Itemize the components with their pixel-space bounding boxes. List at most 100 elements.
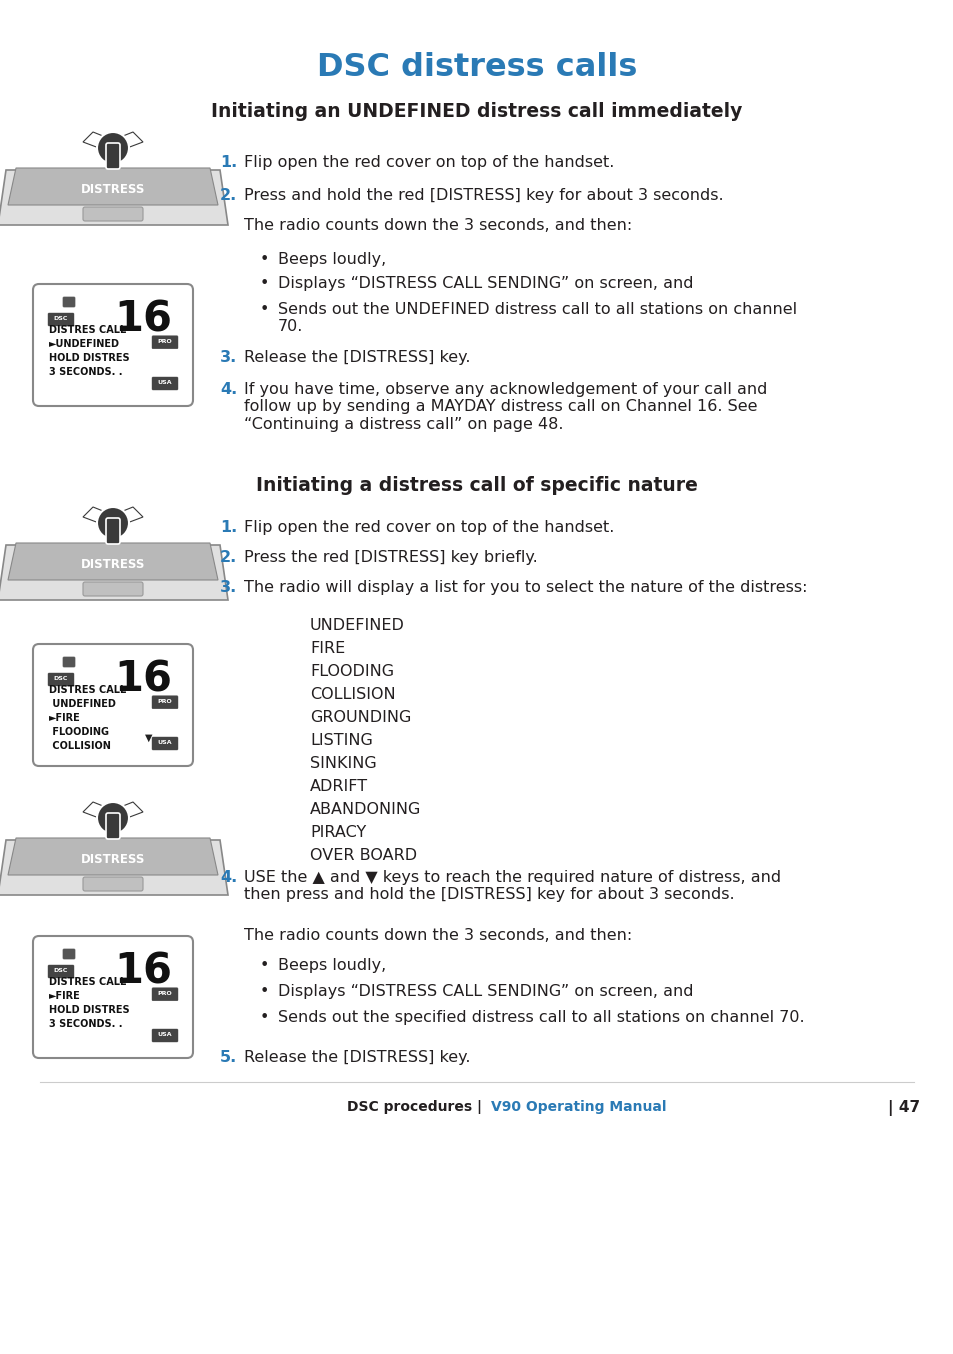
- Text: Initiating an UNDEFINED distress call immediately: Initiating an UNDEFINED distress call im…: [212, 102, 741, 121]
- Text: DSC distress calls: DSC distress calls: [316, 51, 637, 83]
- FancyBboxPatch shape: [83, 582, 143, 596]
- Text: •: •: [260, 959, 269, 974]
- Text: 4.: 4.: [220, 382, 237, 397]
- Text: DISTRES CALL: DISTRES CALL: [49, 685, 126, 695]
- FancyBboxPatch shape: [152, 336, 178, 349]
- Circle shape: [97, 131, 129, 164]
- Text: 16: 16: [113, 951, 172, 992]
- Text: UNDEFINED: UNDEFINED: [310, 617, 404, 634]
- Text: 3.: 3.: [220, 580, 237, 594]
- Polygon shape: [118, 131, 143, 148]
- Text: USA: USA: [157, 380, 172, 386]
- Text: •: •: [260, 252, 269, 267]
- Polygon shape: [83, 506, 108, 523]
- Text: DSC procedures: DSC procedures: [347, 1099, 476, 1114]
- Text: 2.: 2.: [220, 188, 237, 203]
- Circle shape: [97, 506, 129, 539]
- Text: Beeps loudly,: Beeps loudly,: [277, 959, 386, 974]
- Text: Sends out the specified distress call to all stations on channel 70.: Sends out the specified distress call to…: [277, 1010, 803, 1025]
- Text: OVER BOARD: OVER BOARD: [310, 848, 416, 862]
- Text: COLLISION: COLLISION: [49, 741, 111, 751]
- Text: Displays “DISTRESS CALL SENDING” on screen, and: Displays “DISTRESS CALL SENDING” on scre…: [277, 984, 693, 999]
- Text: Release the [DISTRESS] key.: Release the [DISTRESS] key.: [244, 1049, 470, 1066]
- Text: 1.: 1.: [220, 520, 237, 535]
- Text: PRO: PRO: [157, 991, 172, 997]
- Text: 16: 16: [113, 658, 172, 700]
- Polygon shape: [8, 543, 218, 580]
- Text: 3 SECONDS. .: 3 SECONDS. .: [49, 367, 122, 376]
- Text: ►UNDEFINED: ►UNDEFINED: [49, 338, 120, 349]
- Polygon shape: [8, 168, 218, 204]
- FancyBboxPatch shape: [83, 207, 143, 221]
- Text: FIRE: FIRE: [310, 640, 345, 655]
- Text: Sends out the UNDEFINED distress call to all stations on channel
70.: Sends out the UNDEFINED distress call to…: [277, 302, 797, 334]
- FancyBboxPatch shape: [83, 877, 143, 891]
- Text: |: |: [476, 1099, 486, 1114]
- Text: Release the [DISTRESS] key.: Release the [DISTRESS] key.: [244, 349, 470, 366]
- Text: The radio will display a list for you to select the nature of the distress:: The radio will display a list for you to…: [244, 580, 806, 594]
- Text: USA: USA: [157, 1033, 172, 1037]
- Text: USE the ▲ and ▼ keys to reach the required nature of distress, and
then press an: USE the ▲ and ▼ keys to reach the requir…: [244, 871, 781, 902]
- Text: V90 Operating Manual: V90 Operating Manual: [491, 1099, 666, 1114]
- Text: ►FIRE: ►FIRE: [49, 714, 81, 723]
- Text: Beeps loudly,: Beeps loudly,: [277, 252, 386, 267]
- Text: DISTRESS: DISTRESS: [81, 558, 145, 571]
- Text: FLOODING: FLOODING: [310, 663, 394, 678]
- FancyBboxPatch shape: [106, 812, 120, 839]
- FancyBboxPatch shape: [33, 936, 193, 1057]
- Text: 2.: 2.: [220, 550, 237, 565]
- FancyBboxPatch shape: [152, 988, 178, 1001]
- Text: HOLD DISTRES: HOLD DISTRES: [49, 1005, 130, 1016]
- FancyBboxPatch shape: [152, 696, 178, 708]
- Text: Flip open the red cover on top of the handset.: Flip open the red cover on top of the ha…: [244, 154, 614, 171]
- Text: •: •: [260, 984, 269, 999]
- FancyBboxPatch shape: [152, 376, 178, 390]
- Text: The radio counts down the 3 seconds, and then:: The radio counts down the 3 seconds, and…: [244, 218, 632, 233]
- Text: GROUNDING: GROUNDING: [310, 709, 411, 724]
- Text: DSC: DSC: [53, 677, 68, 681]
- Polygon shape: [8, 838, 218, 875]
- Text: COLLISION: COLLISION: [310, 686, 395, 701]
- Polygon shape: [118, 506, 143, 523]
- FancyBboxPatch shape: [48, 965, 74, 978]
- Text: 3 SECONDS. .: 3 SECONDS. .: [49, 1020, 122, 1029]
- Text: •: •: [260, 302, 269, 317]
- Text: 5.: 5.: [220, 1049, 237, 1066]
- Text: 4.: 4.: [220, 871, 237, 886]
- Text: DISTRES CALL: DISTRES CALL: [49, 325, 126, 334]
- FancyBboxPatch shape: [33, 645, 193, 766]
- Text: Flip open the red cover on top of the handset.: Flip open the red cover on top of the ha…: [244, 520, 614, 535]
- Text: Initiating a distress call of specific nature: Initiating a distress call of specific n…: [255, 477, 698, 496]
- FancyBboxPatch shape: [33, 284, 193, 406]
- Text: UNDEFINED: UNDEFINED: [49, 699, 115, 709]
- Text: PIRACY: PIRACY: [310, 825, 366, 839]
- Text: FLOODING: FLOODING: [49, 727, 109, 737]
- Text: ABANDONING: ABANDONING: [310, 802, 421, 816]
- Text: Displays “DISTRESS CALL SENDING” on screen, and: Displays “DISTRESS CALL SENDING” on scre…: [277, 276, 693, 291]
- Text: Press and hold the red [DISTRESS] key for about 3 seconds.: Press and hold the red [DISTRESS] key fo…: [244, 188, 723, 203]
- Text: HOLD DISTRES: HOLD DISTRES: [49, 353, 130, 363]
- Polygon shape: [83, 802, 108, 818]
- FancyBboxPatch shape: [63, 657, 75, 668]
- Polygon shape: [0, 546, 228, 600]
- Text: DISTRES CALL: DISTRES CALL: [49, 978, 126, 987]
- Text: ►FIRE: ►FIRE: [49, 991, 81, 1001]
- Polygon shape: [0, 171, 228, 225]
- Text: | 47: | 47: [887, 1099, 919, 1116]
- Text: 3.: 3.: [220, 349, 237, 366]
- Text: •: •: [260, 1010, 269, 1025]
- Text: USA: USA: [157, 741, 172, 746]
- Text: LISTING: LISTING: [310, 733, 373, 747]
- FancyBboxPatch shape: [152, 1029, 178, 1043]
- Text: DSC: DSC: [53, 317, 68, 321]
- Text: DISTRESS: DISTRESS: [81, 183, 145, 196]
- Polygon shape: [118, 802, 143, 818]
- Text: DSC: DSC: [53, 968, 68, 974]
- Text: ▼: ▼: [145, 733, 152, 743]
- Text: The radio counts down the 3 seconds, and then:: The radio counts down the 3 seconds, and…: [244, 927, 632, 942]
- Circle shape: [97, 802, 129, 834]
- Text: Press the red [DISTRESS] key briefly.: Press the red [DISTRESS] key briefly.: [244, 550, 537, 565]
- Text: SINKING: SINKING: [310, 756, 376, 770]
- Polygon shape: [83, 131, 108, 148]
- Text: ADRIFT: ADRIFT: [310, 779, 368, 793]
